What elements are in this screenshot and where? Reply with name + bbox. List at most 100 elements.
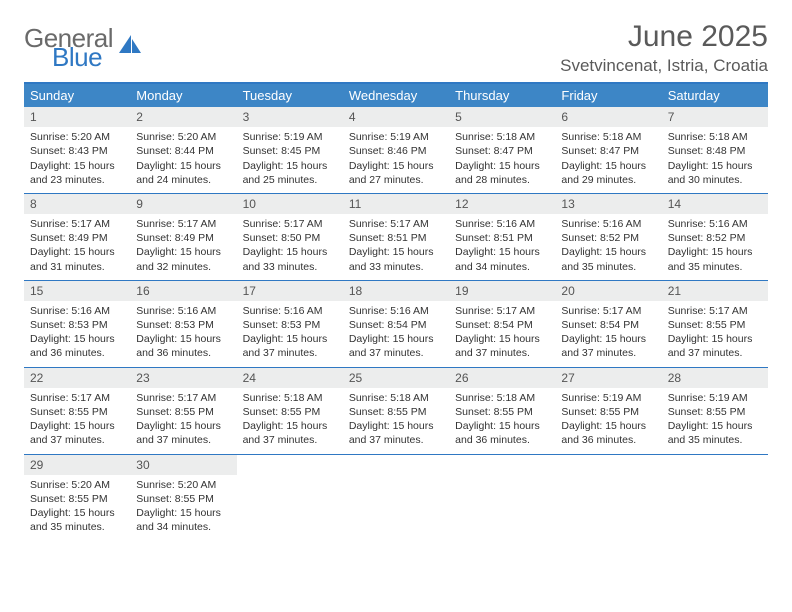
day-body: Sunrise: 5:20 AMSunset: 8:43 PMDaylight:…	[24, 127, 130, 193]
day-body: Sunrise: 5:17 AMSunset: 8:54 PMDaylight:…	[555, 301, 661, 367]
sunset-line: Sunset: 8:55 PM	[243, 405, 337, 419]
calendar-cell: 20Sunrise: 5:17 AMSunset: 8:54 PMDayligh…	[555, 281, 661, 367]
daylight-line: Daylight: 15 hours and 34 minutes.	[455, 245, 549, 273]
day-number: 13	[555, 194, 661, 214]
sunrise-line: Sunrise: 5:16 AM	[561, 217, 655, 231]
day-number: 9	[130, 194, 236, 214]
sunset-line: Sunset: 8:55 PM	[30, 405, 124, 419]
daylight-line: Daylight: 15 hours and 36 minutes.	[30, 332, 124, 360]
day-body: Sunrise: 5:16 AMSunset: 8:53 PMDaylight:…	[237, 301, 343, 367]
daylight-line: Daylight: 15 hours and 35 minutes.	[668, 419, 762, 447]
sunrise-line: Sunrise: 5:18 AM	[349, 391, 443, 405]
sunset-line: Sunset: 8:55 PM	[136, 405, 230, 419]
calendar-cell: 11 Sunrise: 5:17 AMSunset: 8:51 PMDayligh…	[343, 194, 449, 280]
calendar-cell: 8Sunrise: 5:17 AMSunset: 8:49 PMDaylight…	[24, 194, 130, 280]
weekday-header: Wednesday	[343, 84, 449, 107]
calendar-cell-empty	[555, 455, 661, 541]
sunset-line: Sunset: 8:53 PM	[30, 318, 124, 332]
calendar-cell: 16Sunrise: 5:16 AMSunset: 8:53 PMDayligh…	[130, 281, 236, 367]
sunset-line: Sunset: 8:50 PM	[243, 231, 337, 245]
day-number: 29	[24, 455, 130, 475]
day-body: Sunrise: 5:20 AMSunset: 8:55 PMDaylight:…	[130, 475, 236, 541]
sunrise-line: Sunrise: 5:16 AM	[349, 304, 443, 318]
daylight-line: Daylight: 15 hours and 35 minutes.	[561, 245, 655, 273]
day-body: Sunrise: 5:18 AMSunset: 8:55 PMDaylight:…	[237, 388, 343, 454]
calendar-cell: 17Sunrise: 5:16 AMSunset: 8:53 PMDayligh…	[237, 281, 343, 367]
sunrise-line: Sunrise: 5:19 AM	[349, 130, 443, 144]
day-body: Sunrise: 5:16 AMSunset: 8:52 PMDaylight:…	[662, 214, 768, 280]
sunrise-line: Sunrise: 5:17 AM	[455, 304, 549, 318]
sunset-line: Sunset: 8:55 PM	[349, 405, 443, 419]
sunrise-line: Sunrise: 5:20 AM	[30, 478, 124, 492]
day-body: Sunrise: 5:20 AMSunset: 8:55 PMDaylight:…	[24, 475, 130, 541]
calendar-row: 22Sunrise: 5:17 AMSunset: 8:55 PMDayligh…	[24, 368, 768, 455]
calendar-cell: 28Sunrise: 5:19 AMSunset: 8:55 PMDayligh…	[662, 368, 768, 454]
page-header: General Blue June 2025 Svetvincenat, Ist…	[24, 20, 768, 76]
daylight-line: Daylight: 15 hours and 28 minutes.	[455, 159, 549, 187]
title-location: Svetvincenat, Istria, Croatia	[560, 56, 768, 76]
day-number: 26	[449, 368, 555, 388]
calendar-cell-empty	[237, 455, 343, 541]
calendar-cell: 14Sunrise: 5:16 AMSunset: 8:52 PMDayligh…	[662, 194, 768, 280]
weekday-header: Friday	[555, 84, 661, 107]
day-body: Sunrise: 5:16 AMSunset: 8:51 PMDaylight:…	[449, 214, 555, 280]
daylight-line: Daylight: 15 hours and 31 minutes.	[30, 245, 124, 273]
day-number: 16	[130, 281, 236, 301]
calendar-cell: 7Sunrise: 5:18 AMSunset: 8:48 PMDaylight…	[662, 107, 768, 193]
weekday-header: Tuesday	[237, 84, 343, 107]
calendar-body: 1Sunrise: 5:20 AMSunset: 8:43 PMDaylight…	[24, 107, 768, 540]
calendar-cell: 23Sunrise: 5:17 AMSunset: 8:55 PMDayligh…	[130, 368, 236, 454]
day-body: Sunrise: 5:20 AMSunset: 8:44 PMDaylight:…	[130, 127, 236, 193]
day-number: 4	[343, 107, 449, 127]
sunrise-line: Sunrise: 5:20 AM	[136, 130, 230, 144]
calendar-cell: 27Sunrise: 5:19 AMSunset: 8:55 PMDayligh…	[555, 368, 661, 454]
day-body: Sunrise: 5:18 AMSunset: 8:55 PMDaylight:…	[343, 388, 449, 454]
sunrise-line: Sunrise: 5:18 AM	[243, 391, 337, 405]
sunset-line: Sunset: 8:53 PM	[136, 318, 230, 332]
day-number: 10	[237, 194, 343, 214]
day-number: 11	[343, 194, 449, 214]
day-number: 6	[555, 107, 661, 127]
sunrise-line: Sunrise: 5:16 AM	[30, 304, 124, 318]
calendar-cell: 1Sunrise: 5:20 AMSunset: 8:43 PMDaylight…	[24, 107, 130, 193]
logo-text-blue: Blue	[52, 45, 113, 70]
calendar-cell: 21Sunrise: 5:17 AMSunset: 8:55 PMDayligh…	[662, 281, 768, 367]
sunrise-line: Sunrise: 5:17 AM	[349, 217, 443, 231]
day-body: Sunrise: 5:18 AMSunset: 8:47 PMDaylight:…	[449, 127, 555, 193]
sunrise-line: Sunrise: 5:19 AM	[668, 391, 762, 405]
daylight-line: Daylight: 15 hours and 37 minutes.	[349, 332, 443, 360]
day-body: Sunrise: 5:16 AMSunset: 8:54 PMDaylight:…	[343, 301, 449, 367]
sunset-line: Sunset: 8:52 PM	[668, 231, 762, 245]
day-body: Sunrise: 5:17 AMSunset: 8:49 PMDaylight:…	[130, 214, 236, 280]
day-number: 7	[662, 107, 768, 127]
day-number: 25	[343, 368, 449, 388]
calendar-cell-empty	[662, 455, 768, 541]
sunrise-line: Sunrise: 5:17 AM	[136, 391, 230, 405]
sunset-line: Sunset: 8:47 PM	[561, 144, 655, 158]
daylight-line: Daylight: 15 hours and 32 minutes.	[136, 245, 230, 273]
sunrise-line: Sunrise: 5:18 AM	[455, 130, 549, 144]
calendar-header-row: Sunday Monday Tuesday Wednesday Thursday…	[24, 84, 768, 107]
sunset-line: Sunset: 8:43 PM	[30, 144, 124, 158]
logo: General Blue	[24, 20, 143, 69]
calendar-cell: 30Sunrise: 5:20 AMSunset: 8:55 PMDayligh…	[130, 455, 236, 541]
day-body: Sunrise: 5:17 AMSunset: 8:55 PMDaylight:…	[130, 388, 236, 454]
sunset-line: Sunset: 8:51 PM	[349, 231, 443, 245]
sunrise-line: Sunrise: 5:17 AM	[561, 304, 655, 318]
calendar-cell: 9Sunrise: 5:17 AMSunset: 8:49 PMDaylight…	[130, 194, 236, 280]
day-number: 5	[449, 107, 555, 127]
daylight-line: Daylight: 15 hours and 25 minutes.	[243, 159, 337, 187]
day-body: Sunrise: 5:17 AMSunset: 8:54 PMDaylight:…	[449, 301, 555, 367]
sunrise-line: Sunrise: 5:16 AM	[136, 304, 230, 318]
day-body: Sunrise: 5:16 AMSunset: 8:53 PMDaylight:…	[24, 301, 130, 367]
day-number: 30	[130, 455, 236, 475]
sunset-line: Sunset: 8:45 PM	[243, 144, 337, 158]
calendar-cell: 26Sunrise: 5:18 AMSunset: 8:55 PMDayligh…	[449, 368, 555, 454]
calendar-cell: 6Sunrise: 5:18 AMSunset: 8:47 PMDaylight…	[555, 107, 661, 193]
sunset-line: Sunset: 8:51 PM	[455, 231, 549, 245]
daylight-line: Daylight: 15 hours and 33 minutes.	[349, 245, 443, 273]
calendar-cell: 4Sunrise: 5:19 AMSunset: 8:46 PMDaylight…	[343, 107, 449, 193]
daylight-line: Daylight: 15 hours and 37 minutes.	[668, 332, 762, 360]
day-body: Sunrise: 5:19 AMSunset: 8:45 PMDaylight:…	[237, 127, 343, 193]
day-number: 17	[237, 281, 343, 301]
